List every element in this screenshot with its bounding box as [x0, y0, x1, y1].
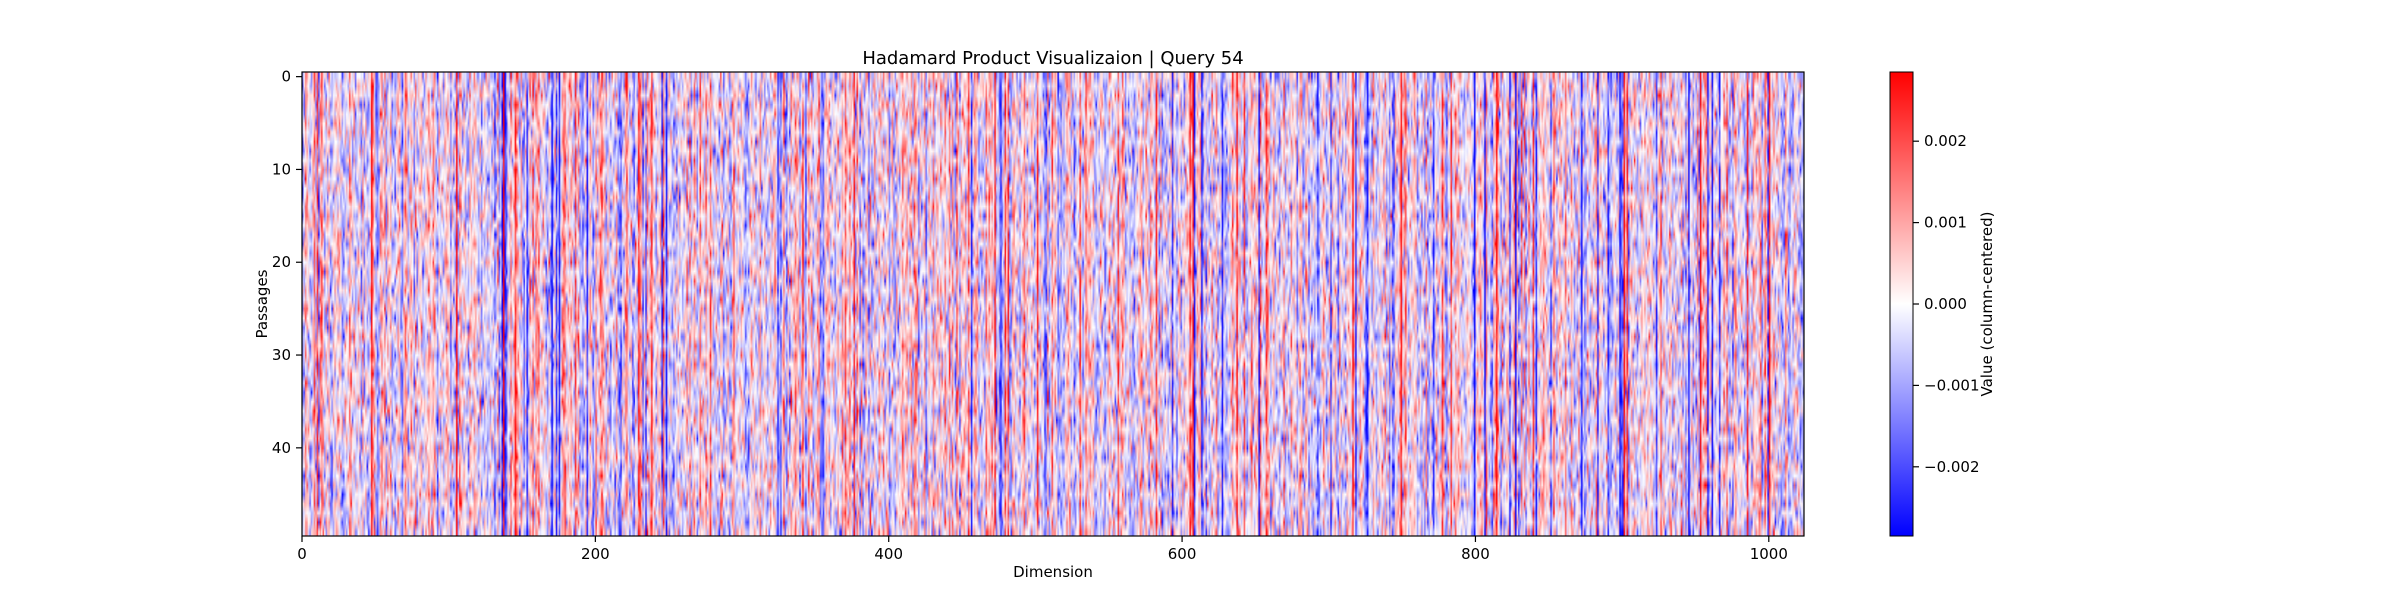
colorbar-tick-label: 0.000: [1924, 295, 1967, 313]
colorbar-tick-label: −0.002: [1924, 458, 1980, 476]
y-axis-ticks: 0 10 20 30 40: [272, 68, 302, 457]
x-tick-label: 200: [581, 545, 610, 563]
x-tick-label: 1000: [1750, 545, 1788, 563]
y-tick-label: 30: [272, 346, 291, 364]
x-axis-label: Dimension: [1013, 563, 1093, 581]
heatmap: [302, 72, 1804, 536]
colorbar-gradient: [1889, 71, 1914, 537]
heatmap-image: [302, 72, 1804, 536]
y-tick-label: 40: [272, 439, 291, 457]
colorbar-tick-label: −0.001: [1924, 376, 1980, 394]
x-tick-label: 400: [874, 545, 903, 563]
plot-frame: [301, 71, 1805, 537]
x-tick-label: 600: [1168, 545, 1197, 563]
colorbar-ticks: 0.002 0.001 0.000 −0.001 −0.002: [1913, 132, 1980, 476]
colorbar-label: Value (column-centered): [1978, 212, 1996, 397]
x-tick-label: 0: [297, 545, 307, 563]
y-tick-label: 0: [281, 68, 291, 86]
y-axis-label: Passages: [253, 269, 271, 338]
y-tick-label: 10: [272, 160, 291, 178]
x-tick-label: 800: [1461, 545, 1490, 563]
colorbar: 0.002 0.001 0.000 −0.001 −0.002 Value (colum…: [1889, 71, 1996, 537]
y-tick-label: 20: [272, 253, 291, 271]
colorbar-tick-label: 0.002: [1924, 132, 1967, 150]
chart-title: Hadamard Product Visualizaion | Query 54: [862, 48, 1243, 69]
colorbar-tick-label: 0.001: [1924, 214, 1967, 232]
x-axis-ticks: 0 200 400 600 800 1000: [297, 536, 1788, 563]
